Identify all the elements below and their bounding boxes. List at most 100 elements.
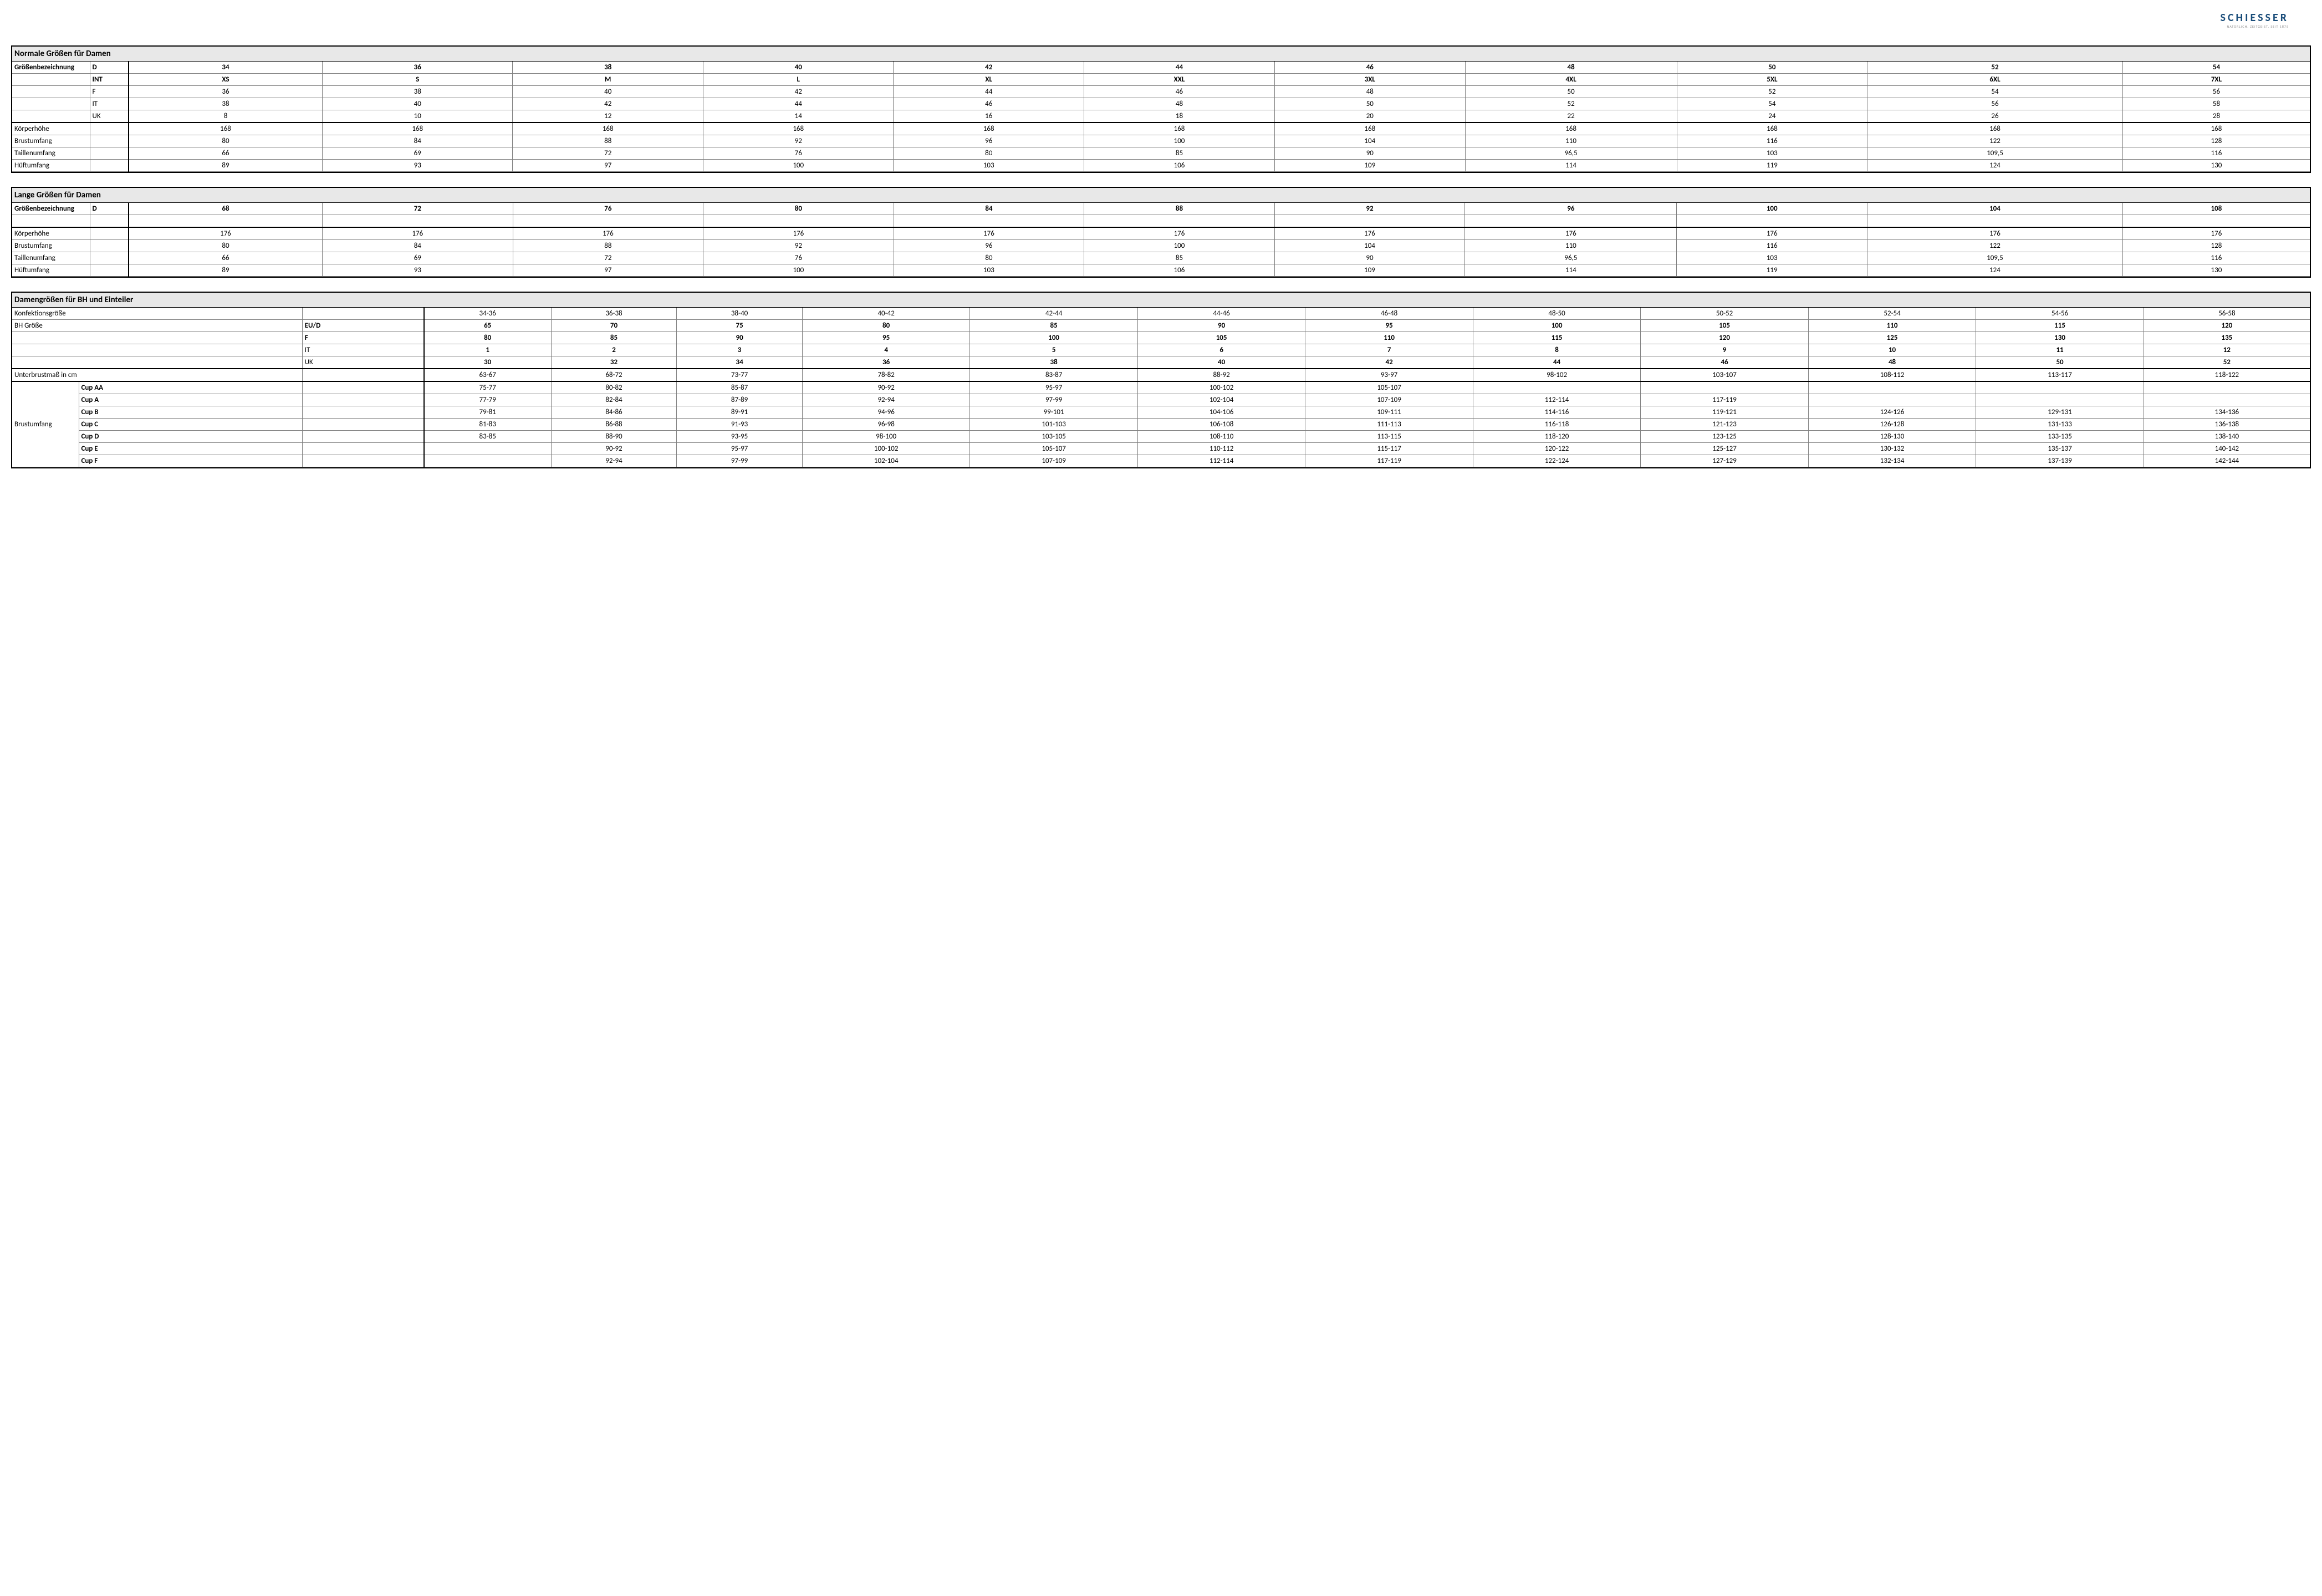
t1-measure-label: Taillenumfang bbox=[12, 147, 90, 160]
t1-cell: 130 bbox=[2122, 160, 2310, 172]
t3-cell: 130-132 bbox=[1808, 442, 1976, 455]
t2-cell: 97 bbox=[513, 264, 703, 276]
logo-sub: NATÜRLICH. ZEITGEIST. SEIT 1875 bbox=[11, 24, 2289, 29]
t1-cell: 36 bbox=[129, 86, 322, 98]
t3-cell: 70 bbox=[551, 319, 677, 332]
t1-empty bbox=[90, 123, 129, 135]
t2-cell: 100 bbox=[703, 264, 894, 276]
t1-cell: 85 bbox=[1084, 147, 1274, 160]
t3-cell: 38 bbox=[970, 356, 1137, 369]
t3-cell: 44 bbox=[1473, 356, 1640, 369]
t3-cell: 109-111 bbox=[1305, 406, 1473, 418]
t1-cell: 42 bbox=[894, 62, 1084, 74]
t1-system-UK: UK bbox=[90, 110, 129, 123]
t3-empty bbox=[302, 307, 424, 319]
t3-cell: 84-86 bbox=[551, 406, 677, 418]
t1-system-row: GrößenbezeichnungD3436384042444648505254 bbox=[12, 62, 2310, 74]
t2-cell bbox=[1677, 215, 1867, 227]
t1-size-label bbox=[12, 86, 90, 98]
t1-cell: 46 bbox=[1084, 86, 1274, 98]
t1-cell: 58 bbox=[2122, 98, 2310, 110]
t3-cell bbox=[424, 455, 552, 467]
t2-cell: 176 bbox=[703, 227, 894, 240]
t2-cell: 92 bbox=[703, 239, 894, 252]
t1-cell: 48 bbox=[1465, 62, 1677, 74]
t1-size-label: Größenbezeichnung bbox=[12, 62, 90, 74]
t3-cell: 90 bbox=[677, 332, 803, 344]
t3-cell bbox=[1808, 394, 1976, 406]
t3-cell: 122-124 bbox=[1473, 455, 1640, 467]
brand-logo: SCHIESSER NATÜRLICH. ZEITGEIST. SEIT 187… bbox=[11, 11, 2311, 29]
t3-cell: 96-98 bbox=[802, 418, 969, 430]
t3-cell: 130 bbox=[1976, 332, 2144, 344]
t3-cell: 83-85 bbox=[424, 430, 552, 442]
t2-cell: 66 bbox=[129, 252, 323, 264]
t1-cell: 88 bbox=[513, 135, 703, 147]
t3-cup-label: Cup A bbox=[79, 394, 302, 406]
t2-measure-label: Brustumfang bbox=[12, 239, 90, 252]
t2-cell: 100 bbox=[1084, 239, 1275, 252]
t1-cell: 104 bbox=[1275, 135, 1466, 147]
t1-cell: 56 bbox=[2122, 86, 2310, 98]
t3-cell: 120-122 bbox=[1473, 442, 1640, 455]
t1-cell: 168 bbox=[1275, 123, 1466, 135]
t2-cell bbox=[703, 215, 894, 227]
t3-empty bbox=[302, 406, 424, 418]
t3-empty bbox=[12, 344, 302, 356]
t3-cell: 6 bbox=[1137, 344, 1305, 356]
t3-cell: 95-97 bbox=[677, 442, 803, 455]
t3-cell: 142-144 bbox=[2144, 455, 2310, 467]
t3-empty bbox=[302, 442, 424, 455]
t3-cell: 112-114 bbox=[1473, 394, 1640, 406]
t3-cell: 108-112 bbox=[1808, 369, 1976, 381]
t3-cell: 36-38 bbox=[551, 307, 677, 319]
t3-cell: 133-135 bbox=[1976, 430, 2144, 442]
t3-cell: 104-106 bbox=[1137, 406, 1305, 418]
t1-title: Normale Größen für Damen bbox=[12, 47, 2310, 62]
t3-cell: 135-137 bbox=[1976, 442, 2144, 455]
t3-cell: 32 bbox=[551, 356, 677, 369]
t2-empty bbox=[90, 215, 129, 227]
t3-cup-row: Cup A77-7982-8487-8992-9497-99102-104107… bbox=[12, 394, 2310, 406]
t1-empty bbox=[90, 135, 129, 147]
t3-cell: 1 bbox=[424, 344, 552, 356]
t1-cell: 16 bbox=[894, 110, 1084, 123]
t3-cell: 110 bbox=[1305, 332, 1473, 344]
t1-cell: 100 bbox=[703, 160, 894, 172]
t1-cell: 103 bbox=[894, 160, 1084, 172]
t3-cell: 121-123 bbox=[1641, 418, 1808, 430]
t3-cell: 105 bbox=[1641, 319, 1808, 332]
t3-cell: 48-50 bbox=[1473, 307, 1640, 319]
t3-cell: 120 bbox=[1641, 332, 1808, 344]
t1-cell: 28 bbox=[2122, 110, 2310, 123]
t1-cell: S bbox=[322, 74, 513, 86]
t2-empty bbox=[90, 264, 129, 276]
t3-cell: 77-79 bbox=[424, 394, 552, 406]
t2-system-row: GrößenbezeichnungD6872768084889296100104… bbox=[12, 203, 2310, 215]
t1-cell: 24 bbox=[1677, 110, 1867, 123]
t3-cell: 134-136 bbox=[2144, 406, 2310, 418]
t3-cup-label: Cup D bbox=[79, 430, 302, 442]
t3-cell: 82-84 bbox=[551, 394, 677, 406]
t3-cell: 86-88 bbox=[551, 418, 677, 430]
t2-cell: 128 bbox=[2122, 239, 2310, 252]
t1-measure-label: Brustumfang bbox=[12, 135, 90, 147]
t1-cell: 52 bbox=[1677, 86, 1867, 98]
t3-cell: 90-92 bbox=[802, 381, 969, 394]
t3-cell: 95-97 bbox=[970, 381, 1137, 394]
t3-cell: 113-117 bbox=[1976, 369, 2144, 381]
t1-cell: 168 bbox=[1084, 123, 1274, 135]
t1-cell: 109 bbox=[1275, 160, 1466, 172]
t3-system-F: F bbox=[302, 332, 424, 344]
t3-cell bbox=[424, 442, 552, 455]
t3-cell: 88-90 bbox=[551, 430, 677, 442]
t2-measure-row: Taillenumfang6669727680859096,5103109,51… bbox=[12, 252, 2310, 264]
t1-cell: 38 bbox=[129, 98, 322, 110]
t2-cell: 89 bbox=[129, 264, 323, 276]
t2-cell: 96 bbox=[1465, 203, 1677, 215]
t3-cell: 40 bbox=[1137, 356, 1305, 369]
t1-cell: 40 bbox=[322, 98, 513, 110]
t1-cell: 168 bbox=[1465, 123, 1677, 135]
t1-size-label bbox=[12, 98, 90, 110]
t1-cell: 38 bbox=[513, 62, 703, 74]
